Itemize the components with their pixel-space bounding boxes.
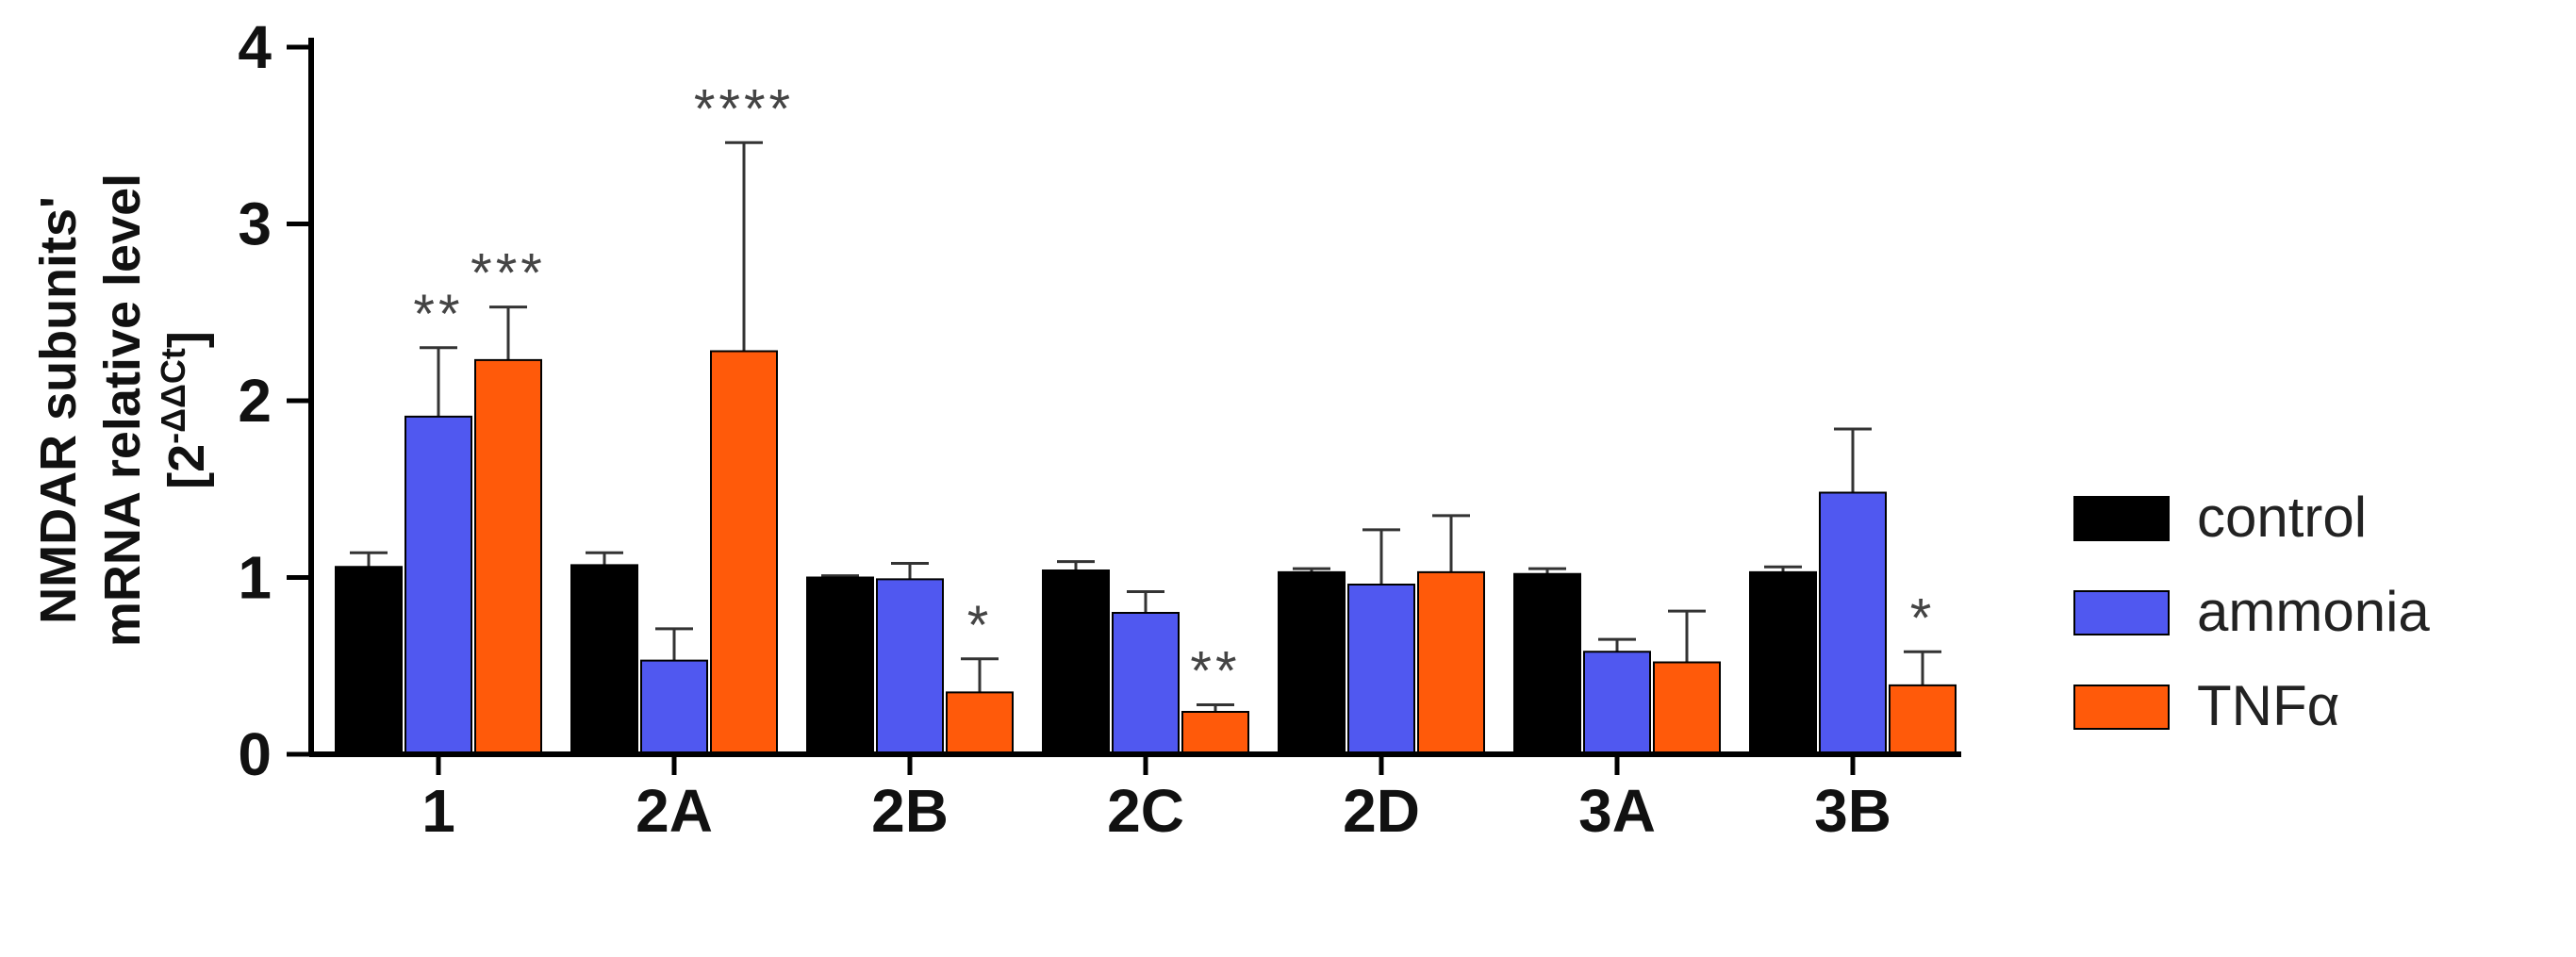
bar-ammonia-2B: [876, 578, 944, 755]
y-axis-title-line-1: NMDAR subunits': [30, 196, 87, 624]
bar-tnf-2C: [1181, 711, 1249, 755]
bar-tnf-2B: [946, 691, 1014, 755]
y-axis-unit-superscript: -ΔΔCt: [154, 348, 192, 444]
x-tick-label-3A: 3A: [1578, 777, 1656, 845]
legend-label-control: control: [2197, 486, 2367, 549]
bar-control-2B: [806, 576, 874, 755]
y-tick-label-0: 0: [238, 720, 272, 788]
legend-swatch-control: [2073, 496, 2170, 541]
y-axis-unit-suffix: ]: [158, 331, 215, 348]
bars-layer: *************: [335, 78, 1957, 755]
x-categories-layer: 1 2A 2B 2C 2D 3A 3B: [421, 777, 1891, 845]
bar-control-2C: [1042, 569, 1110, 755]
x-tick-label-1: 1: [421, 777, 455, 845]
x-tick-label-2C: 2C: [1107, 777, 1184, 845]
bar-tnf-3A: [1653, 661, 1721, 755]
x-tick-label-2B: 2B: [871, 777, 949, 845]
y-axis-unit-prefix: [2: [158, 444, 215, 489]
significance-tnf-2C: **: [1190, 641, 1240, 702]
bar-tnf-2A: [710, 350, 778, 755]
bar-control-3A: [1513, 572, 1581, 755]
legend-swatch-ammonia: [2073, 590, 2170, 635]
significance-tnf-3B: *: [1910, 587, 1936, 649]
significance-tnf-2B: *: [967, 595, 993, 656]
bar-ammonia-2D: [1347, 584, 1415, 755]
legend-label-ammonia: ammonia: [2197, 580, 2430, 643]
bar-control-3B: [1749, 570, 1817, 755]
bar-tnf-1: [474, 358, 542, 755]
bar-control-2A: [570, 564, 638, 755]
y-axis-title: NMDAR subunits' mRNA relative level [2-Δ…: [30, 173, 215, 647]
x-tick-label-2D: 2D: [1343, 777, 1420, 845]
y-tick-label-4: 4: [238, 13, 272, 81]
bar-ammonia-1: [405, 415, 472, 755]
significance-tnf-2A: ****: [694, 78, 794, 140]
y-tick-label-1: 1: [238, 544, 272, 612]
bar-ammonia-3B: [1819, 491, 1887, 755]
bar-ammonia-2A: [640, 659, 708, 755]
y-ticks-layer: 0 1 2 3 4: [238, 13, 1856, 788]
x-tick-label-3B: 3B: [1814, 777, 1891, 845]
bar-tnf-3B: [1889, 684, 1957, 755]
bar-control-1: [335, 566, 403, 755]
significance-tnf-1: ***: [471, 243, 546, 305]
axes-layer: [308, 38, 1961, 757]
y-axis-title-unit: [2-ΔΔCt]: [154, 331, 216, 489]
legend-label-tnf: TNFα: [2197, 674, 2339, 737]
bar-ammonia-3A: [1583, 651, 1651, 755]
x-tick-label-2A: 2A: [636, 777, 713, 845]
significance-ammonia-1: **: [413, 284, 463, 345]
y-tick-label-3: 3: [238, 190, 272, 258]
legend: control ammonia TNFα: [2073, 486, 2430, 737]
bar-ammonia-2C: [1112, 612, 1180, 755]
y-axis-title-line-2: mRNA relative level: [94, 173, 151, 647]
legend-swatch-tnf: [2073, 685, 2170, 730]
bar-control-2D: [1278, 570, 1346, 755]
y-tick-label-2: 2: [238, 367, 272, 435]
bar-tnf-2D: [1417, 570, 1485, 755]
